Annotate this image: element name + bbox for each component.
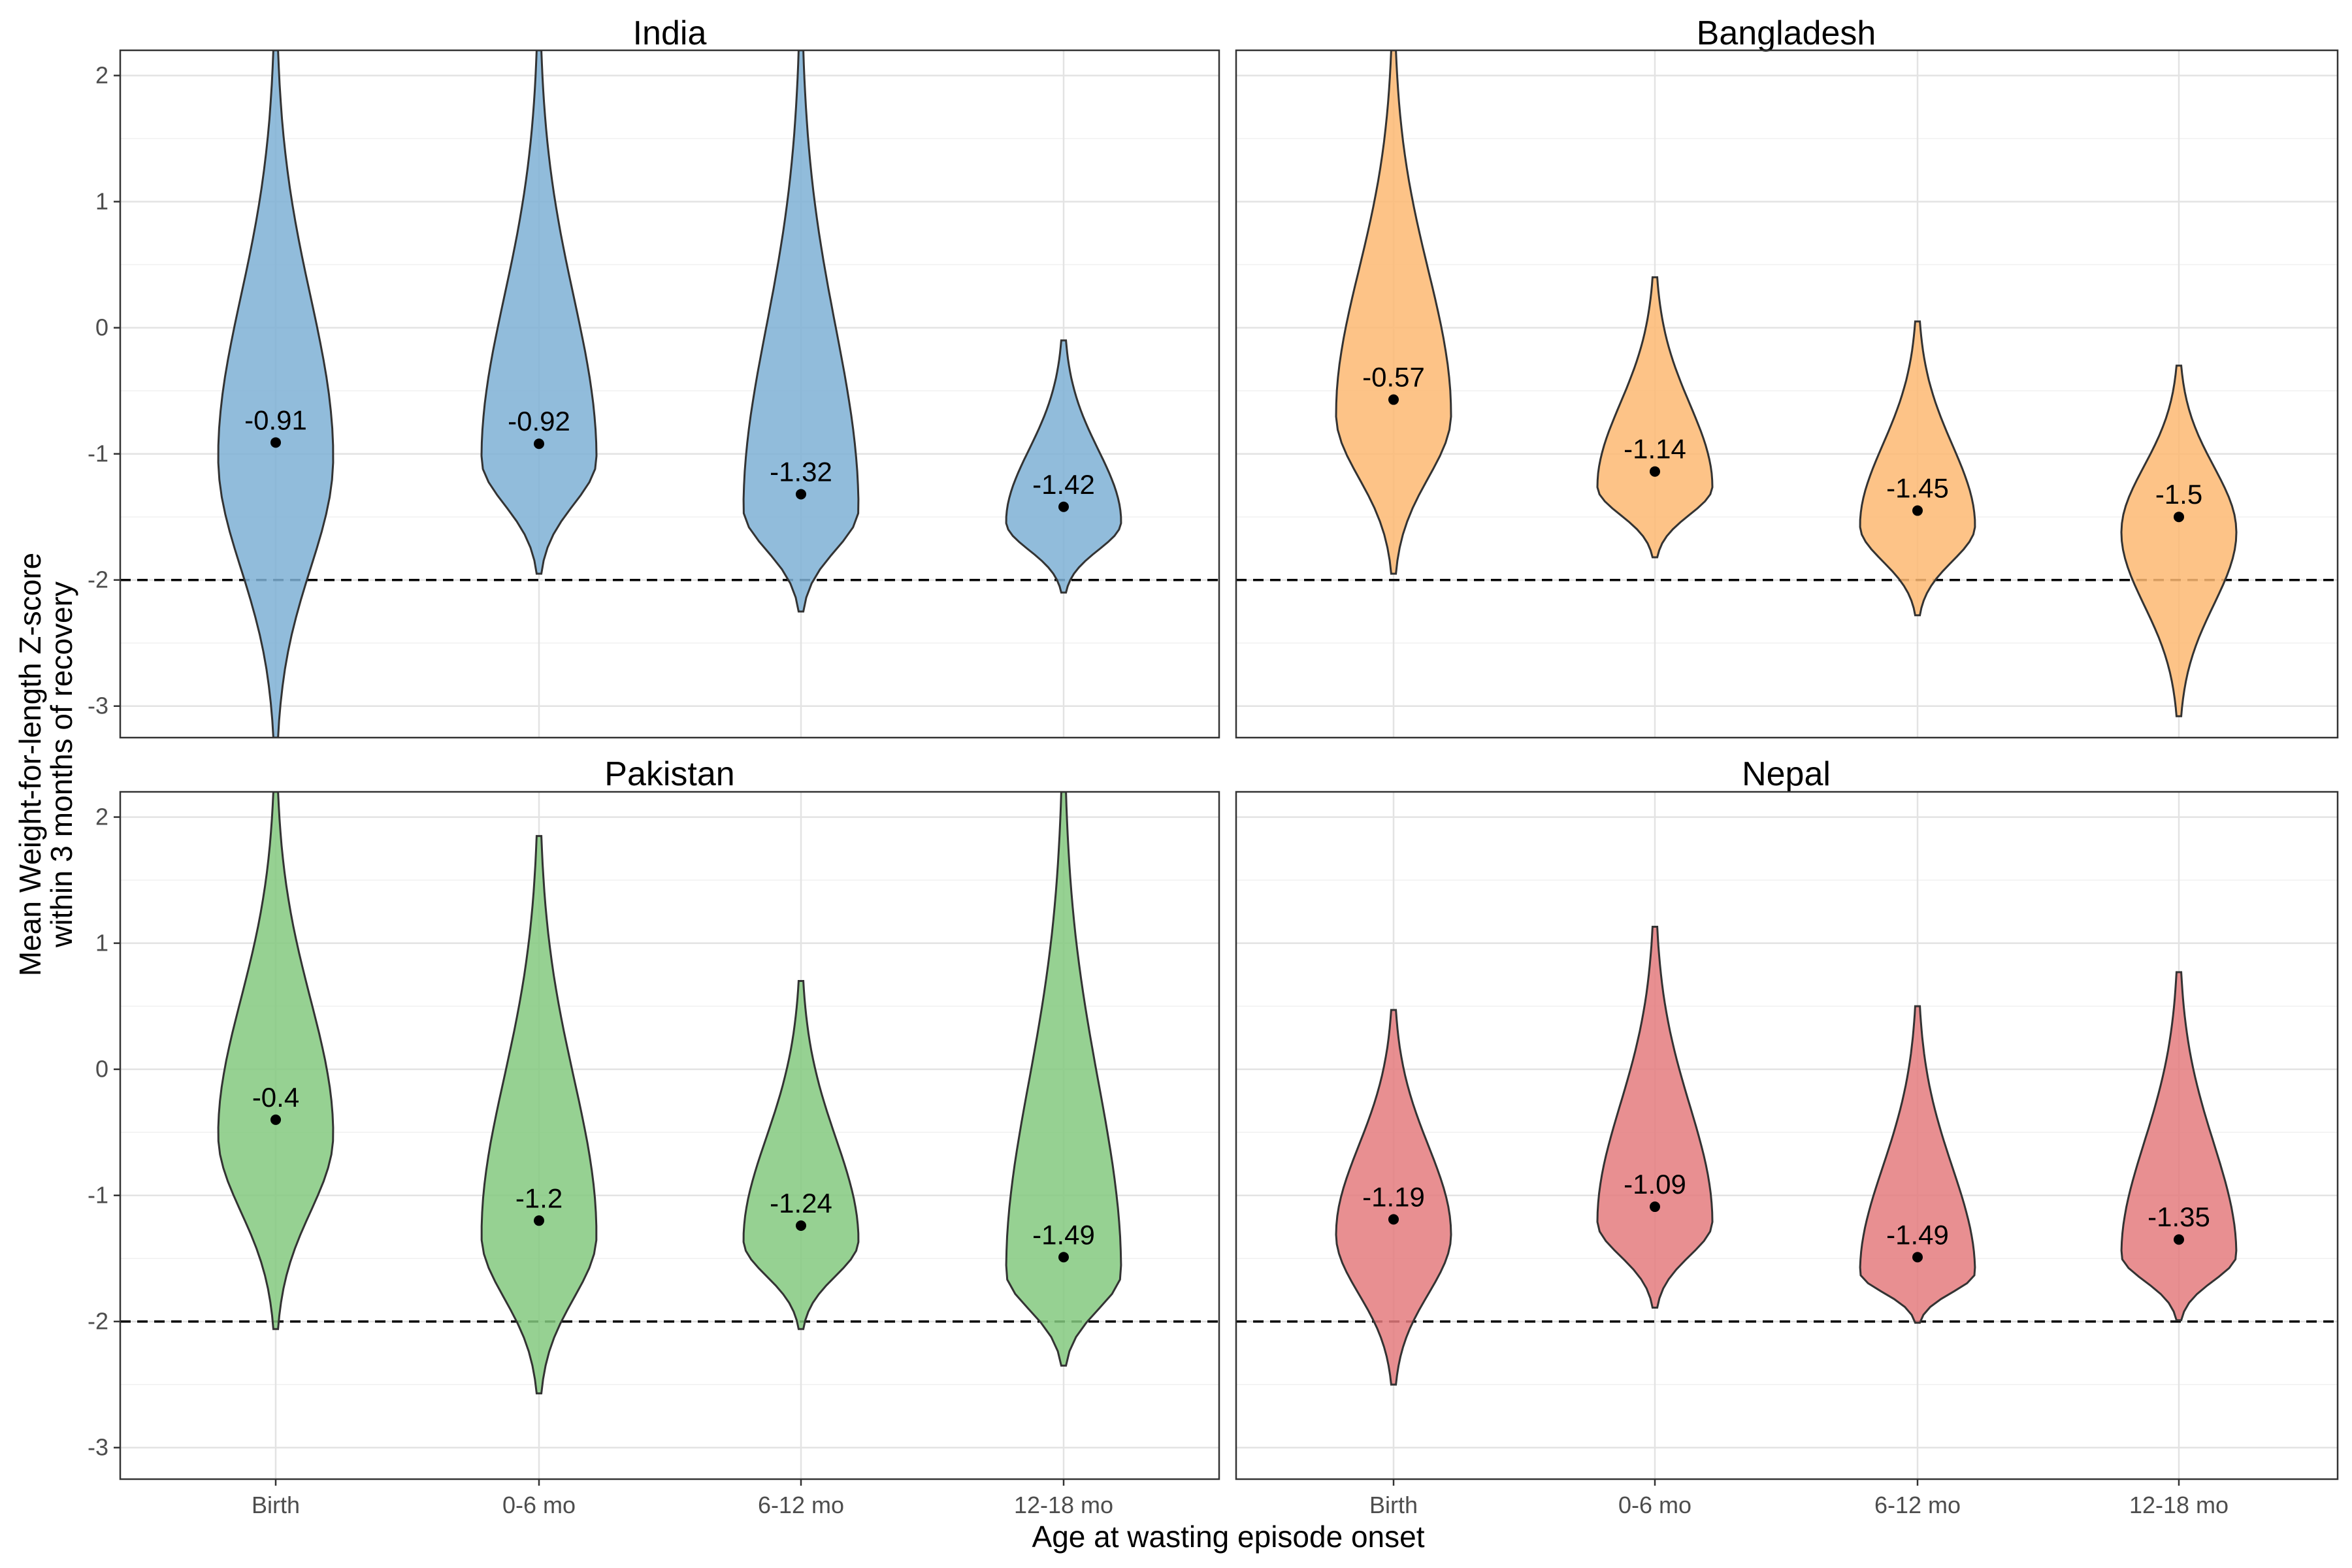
violin-bangladesh-12-18-mo bbox=[2120, 365, 2238, 717]
y-tick-label: -3 bbox=[88, 693, 108, 719]
mean-point-bangladesh-6-12-mo bbox=[1912, 505, 1923, 516]
mean-point-nepal-6-12-mo bbox=[1912, 1252, 1923, 1263]
mean-label-nepal-6-12-mo: -1.49 bbox=[1886, 1219, 1949, 1250]
y-tick-label: 1 bbox=[95, 930, 108, 956]
mean-label-bangladesh-0-6-mo: -1.14 bbox=[1624, 434, 1686, 465]
x-axis-right: Birth 0-6 mo 6-12 mo 12-18 mo bbox=[1369, 1479, 2229, 1518]
panel-title-nepal: Nepal bbox=[1742, 755, 1831, 793]
mean-point-india-birth bbox=[270, 437, 281, 448]
violin-india-0-6-mo bbox=[480, 50, 598, 575]
y-tick-label: 1 bbox=[95, 188, 108, 215]
y-tick-label: 2 bbox=[95, 62, 108, 89]
violin-bangladesh-birth bbox=[1335, 50, 1452, 575]
mean-label-india-0-6-mo: -0.92 bbox=[508, 406, 570, 436]
violin-bangladesh-0-6-mo bbox=[1596, 276, 1714, 559]
mean-label-nepal-12-18-mo: -1.35 bbox=[2148, 1201, 2210, 1232]
means-pakistan: -0.4 -1.2 -1.24 -1.49 bbox=[252, 1082, 1095, 1263]
mean-label-pakistan-6-12-mo: -1.24 bbox=[770, 1188, 832, 1218]
mean-label-bangladesh-12-18-mo: -1.5 bbox=[2155, 479, 2202, 510]
panel-border-nepal bbox=[1235, 791, 2339, 1480]
panel-bangladesh: Bangladesh -0.57 -1.14 -1.45 -1.5 bbox=[1235, 14, 2339, 739]
mean-point-nepal-birth bbox=[1388, 1214, 1399, 1225]
mean-point-pakistan-6-12-mo bbox=[796, 1220, 806, 1232]
mean-label-india-12-18-mo: -1.42 bbox=[1032, 469, 1095, 500]
violin-pakistan-birth bbox=[217, 792, 335, 1330]
mean-point-pakistan-12-18-mo bbox=[1058, 1252, 1069, 1263]
violins-india bbox=[217, 50, 1122, 738]
y-tick-label: -3 bbox=[88, 1434, 108, 1461]
x-tick-label-0-6-mo: 0-6 mo bbox=[1618, 1492, 1691, 1518]
means-india: -0.91 -0.92 -1.32 -1.42 bbox=[244, 404, 1095, 512]
mean-point-pakistan-birth bbox=[270, 1114, 281, 1125]
means-nepal: -1.19 -1.09 -1.49 -1.35 bbox=[1362, 1169, 2210, 1263]
mean-point-bangladesh-0-6-mo bbox=[1650, 466, 1660, 477]
violin-india-12-18-mo bbox=[1005, 339, 1122, 594]
mean-label-india-birth: -0.91 bbox=[244, 404, 307, 435]
y-axis-bottom: -3 -2 -1 0 1 2 bbox=[88, 804, 120, 1461]
mean-point-india-6-12-mo bbox=[796, 489, 806, 500]
violin-india-6-12-mo bbox=[742, 50, 860, 613]
panel-title-bangladesh: Bangladesh bbox=[1697, 14, 1876, 52]
mean-label-nepal-0-6-mo: -1.09 bbox=[1624, 1169, 1686, 1200]
panel-border-bangladesh bbox=[1235, 49, 2339, 739]
panel-title-india: India bbox=[633, 14, 707, 52]
mean-label-pakistan-0-6-mo: -1.2 bbox=[515, 1183, 563, 1213]
panel-border-india bbox=[119, 49, 1220, 739]
y-tick-label: -1 bbox=[88, 1182, 108, 1209]
y-tick-label: -1 bbox=[88, 440, 108, 467]
x-tick-label-birth: Birth bbox=[1369, 1492, 1418, 1518]
violin-pakistan-6-12-mo bbox=[742, 980, 860, 1330]
panel-title-pakistan: Pakistan bbox=[604, 755, 734, 793]
y-axis-title-line-1: Mean Weight-for-length Z-score bbox=[13, 553, 47, 977]
y-tick-label: -2 bbox=[88, 566, 108, 593]
y-axis-title-line-2: within 3 months of recovery bbox=[44, 581, 78, 948]
violin-pakistan-0-6-mo bbox=[480, 835, 598, 1395]
mean-point-pakistan-0-6-mo bbox=[534, 1215, 544, 1226]
x-axis-title: Age at wasting episode onset bbox=[1032, 1520, 1425, 1554]
mean-label-pakistan-12-18-mo: -1.49 bbox=[1032, 1219, 1095, 1250]
y-axis-title: Mean Weight-for-length Z-score within 3 … bbox=[13, 553, 78, 977]
violin-nepal-6-12-mo bbox=[1859, 1005, 1976, 1324]
violin-pakistan-12-18-mo bbox=[1005, 792, 1122, 1367]
x-tick-label-6-12-mo: 6-12 mo bbox=[758, 1492, 844, 1518]
violins-pakistan bbox=[217, 792, 1122, 1395]
panel-nepal: Nepal -1.19 -1.09 -1.49 -1.35 bbox=[1235, 755, 2339, 1480]
mean-label-bangladesh-6-12-mo: -1.45 bbox=[1886, 473, 1949, 504]
mean-point-bangladesh-birth bbox=[1388, 394, 1399, 405]
violin-nepal-birth bbox=[1335, 1009, 1452, 1386]
panel-border-pakistan bbox=[119, 791, 1220, 1480]
y-tick-label: 0 bbox=[95, 1056, 108, 1083]
y-tick-label: -2 bbox=[88, 1308, 108, 1335]
panel-pakistan: Pakistan -0.4 -1.2 -1.24 -1.49 bbox=[119, 755, 1220, 1480]
panel-india: India -0.91 -0.92 -1.32 -1.42 bbox=[119, 14, 1220, 739]
violins-bangladesh bbox=[1335, 50, 2238, 717]
mean-label-india-6-12-mo: -1.32 bbox=[770, 456, 832, 487]
violin-nepal-0-6-mo bbox=[1596, 926, 1714, 1309]
violin-bangladesh-6-12-mo bbox=[1859, 320, 1976, 617]
x-tick-label-6-12-mo: 6-12 mo bbox=[1874, 1492, 1961, 1518]
mean-point-india-0-6-mo bbox=[534, 438, 544, 449]
x-axis-left: Birth 0-6 mo 6-12 mo 12-18 mo bbox=[252, 1479, 1113, 1518]
mean-point-bangladesh-12-18-mo bbox=[2174, 512, 2184, 523]
mean-point-india-12-18-mo bbox=[1058, 501, 1069, 512]
violin-india-birth bbox=[217, 50, 335, 738]
mean-point-nepal-0-6-mo bbox=[1650, 1201, 1660, 1213]
x-tick-label-0-6-mo: 0-6 mo bbox=[502, 1492, 576, 1518]
means-bangladesh: -0.57 -1.14 -1.45 -1.5 bbox=[1362, 362, 2202, 523]
violin-nepal-12-18-mo bbox=[2120, 971, 2238, 1322]
mean-label-nepal-birth: -1.19 bbox=[1362, 1181, 1425, 1212]
mean-label-bangladesh-birth: -0.57 bbox=[1362, 362, 1425, 393]
y-tick-label: 0 bbox=[95, 314, 108, 341]
x-tick-label-birth: Birth bbox=[252, 1492, 300, 1518]
x-tick-label-12-18-mo: 12-18 mo bbox=[1014, 1492, 1113, 1518]
violins-nepal bbox=[1335, 926, 2238, 1386]
x-tick-label-12-18-mo: 12-18 mo bbox=[2129, 1492, 2229, 1518]
y-tick-label: 2 bbox=[95, 804, 108, 830]
mean-label-pakistan-birth: -0.4 bbox=[252, 1082, 299, 1113]
mean-point-nepal-12-18-mo bbox=[2174, 1234, 2184, 1245]
y-axis-top: -3 -2 -1 0 1 2 bbox=[88, 62, 120, 719]
